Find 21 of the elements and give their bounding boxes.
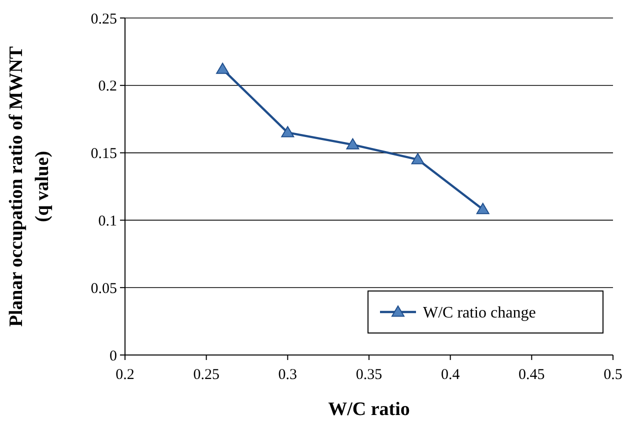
point <box>216 62 230 74</box>
y-axis-title: Planar occupation ratio of MWNT (q value) <box>6 46 53 327</box>
y-tick-label: 0 <box>110 348 117 364</box>
point <box>346 138 360 150</box>
y-tick-label: 0.2 <box>98 78 117 95</box>
x-tick-label: 0.45 <box>518 367 545 383</box>
y-tick-label: 0.05 <box>90 280 117 297</box>
x-tick-label: 0.4 <box>440 367 460 383</box>
point <box>411 153 424 164</box>
x-tick-label: 0.3 <box>278 367 298 383</box>
x-tick-label: 0.5 <box>604 367 622 383</box>
point <box>476 202 490 214</box>
point <box>281 126 294 138</box>
y-tick-label: 0.1 <box>98 213 117 230</box>
x-tick-label: 0.35 <box>356 367 382 383</box>
y-tick-label: 0.25 <box>90 11 117 28</box>
x-tick-label: 0.25 <box>193 367 220 383</box>
x-axis-title: W/C ratio <box>328 399 410 420</box>
y-tick-label: 0.15 <box>90 146 117 162</box>
legend-label: W/C ratio change <box>423 304 536 322</box>
x-tick-label: 0.2 <box>116 367 134 383</box>
